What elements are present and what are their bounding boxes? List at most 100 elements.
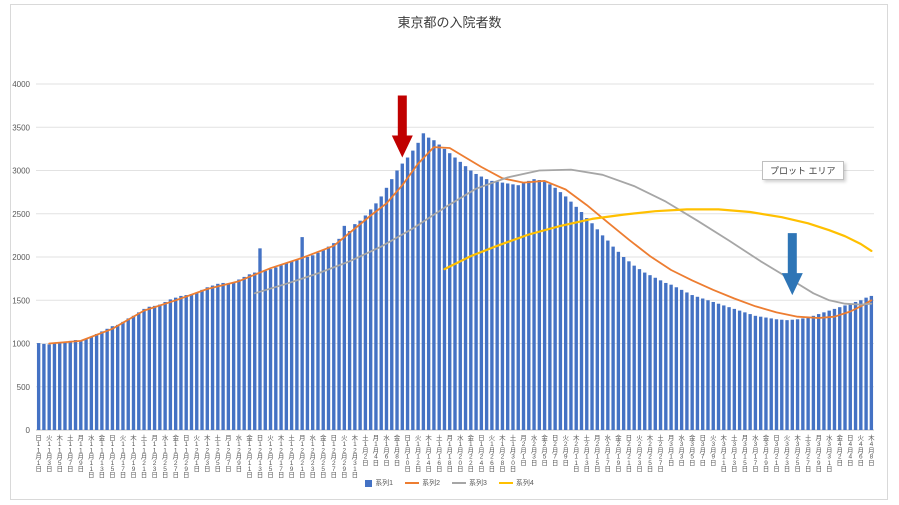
bar [84,339,88,430]
bar [231,282,236,430]
chart-title[interactable]: 東京都の入院者数 [397,15,502,30]
bar [516,185,520,430]
legend-item[interactable]: 系列2 [405,478,440,488]
bar [711,301,715,430]
series-line-4[interactable] [443,208,873,271]
bar [685,292,689,430]
y-axis-label: 0 [26,426,31,435]
bar [490,180,494,430]
bar [384,187,389,430]
bar [332,243,336,430]
legend-line-marker [405,482,420,484]
bar [36,343,41,430]
bar [289,261,294,430]
bar [421,133,426,430]
bar [47,344,51,430]
bar [748,314,752,430]
bar [832,308,837,430]
bar [105,328,109,430]
bar [379,196,383,430]
bar [637,269,642,430]
legend-item[interactable]: 系列3 [452,478,487,488]
blue-arrow-down[interactable] [781,233,803,296]
bar [758,316,763,430]
legend-label: 系列3 [469,480,487,487]
bar [416,142,420,430]
bar [701,298,705,430]
bar [674,287,679,430]
bar [58,342,62,430]
bar [822,312,826,430]
bar [405,157,410,430]
bar [606,240,610,430]
bar [859,300,863,430]
bar [79,340,83,430]
bar [563,196,568,430]
legend-item[interactable]: 系列4 [498,478,534,488]
series-line-3[interactable] [253,168,873,306]
bar [163,301,167,430]
bar [764,317,768,430]
bar [432,140,436,430]
bar [484,179,489,430]
bar [121,321,125,430]
bar [853,301,858,430]
bar [358,220,362,430]
bar [94,333,99,430]
red-arrow-down[interactable] [391,95,413,158]
bar [253,272,257,430]
series-line-2[interactable] [48,146,873,345]
bar [284,263,289,430]
bar [458,161,462,430]
bar [400,163,404,430]
bar [585,218,589,430]
legend-label: 系列4 [515,480,534,487]
bar [295,259,299,430]
bar [658,280,663,430]
chart-legend[interactable]: 系列1 系列2 系列3 系列4 [0,478,899,488]
legend-item[interactable]: 系列1 [365,478,393,488]
series-bars[interactable] [36,133,874,431]
bar [152,305,157,430]
bar [532,179,536,430]
bar [537,180,542,430]
bar [395,170,399,430]
bar [353,224,357,430]
bar [474,173,478,430]
bar [869,295,874,430]
bar [442,148,447,430]
bar [137,312,141,430]
